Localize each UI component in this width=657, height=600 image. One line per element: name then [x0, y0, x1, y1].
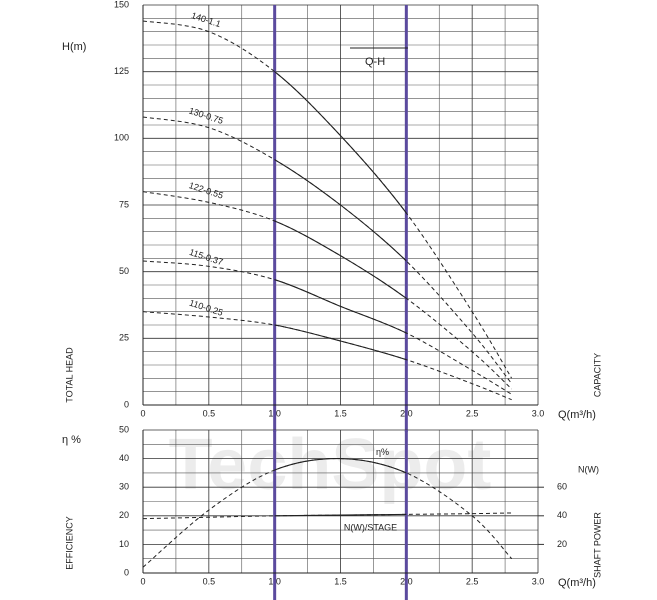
curve-solid-part	[274, 513, 407, 517]
y-tick-label: 0	[124, 567, 129, 577]
y-tick-label: 50	[119, 424, 129, 434]
y2-axis-title: SHAFT POWER	[592, 512, 602, 578]
curve-solid-part	[274, 220, 407, 300]
curve-solid-part	[274, 458, 407, 474]
series-label: 130-0.75	[188, 105, 225, 125]
y2-tick-label: 40	[557, 510, 567, 520]
x-tick-label: 1.5	[334, 576, 347, 586]
y-tick-label: 10	[119, 539, 129, 549]
y-label: H(m)	[62, 41, 86, 53]
y-tick-label: 40	[119, 453, 129, 463]
x-tick-label: 0	[140, 576, 145, 586]
x-tick-label: 0.5	[203, 576, 216, 586]
x-label: Q(m³/h)	[558, 409, 596, 421]
x-tick-label: 1.5	[334, 408, 347, 418]
y-tick-label: 30	[119, 482, 129, 492]
x-tick-label: 2.5	[466, 576, 479, 586]
curve	[142, 311, 512, 401]
curve-solid-part	[274, 324, 407, 361]
x-axis-title: CAPACITY	[592, 353, 602, 397]
y-axis-title: EFFICIENCY	[64, 516, 74, 570]
y-tick-label: 150	[114, 0, 129, 9]
curve	[142, 191, 513, 390]
x-label: Q(m³/h)	[558, 577, 596, 589]
x-tick-label: 3.0	[532, 576, 545, 586]
series-label: 122-0.55	[188, 180, 225, 200]
y2-tick-label: 60	[557, 482, 567, 492]
watermark: TechSpot	[169, 425, 492, 505]
y-tick-label: 100	[114, 133, 129, 143]
curve-solid-part	[274, 159, 407, 262]
x-tick-label: 0.5	[203, 408, 216, 418]
y-tick-label: 50	[119, 266, 129, 276]
annotation: Q-H	[365, 56, 385, 68]
y-tick-label: 125	[114, 66, 129, 76]
y-axis-title: TOTAL HEAD	[64, 347, 74, 403]
series-label: 110-0.25	[188, 298, 224, 318]
y-tick-label: 25	[119, 333, 129, 343]
x-tick-label: 0	[140, 408, 145, 418]
curve-solid-part	[274, 279, 407, 334]
series-label: N(W)/STAGE	[344, 522, 397, 532]
y2-tick-label: 20	[557, 539, 567, 549]
y-label: η %	[62, 434, 81, 446]
curve-solid-part	[274, 70, 407, 214]
y-tick-label: 75	[119, 199, 129, 209]
x-tick-label: 2.5	[466, 408, 479, 418]
series-label: η%	[376, 447, 389, 457]
y-tick-label: 20	[119, 510, 129, 520]
y-tick-label: 0	[124, 399, 129, 409]
y2-label: N(W)	[578, 464, 599, 474]
curve	[142, 260, 512, 395]
series-label: 140-1.1	[190, 10, 222, 29]
x-tick-label: 3.0	[532, 408, 545, 418]
